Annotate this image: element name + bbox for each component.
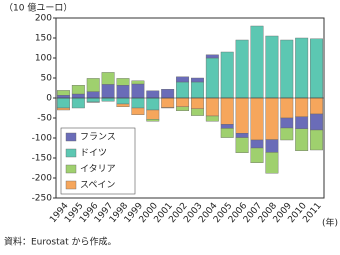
y-tick-label: 100 [35,54,52,64]
bar [221,128,234,137]
bar [161,98,174,108]
bar [295,117,308,129]
bar [236,40,249,98]
y-tick-label: -200 [32,174,53,184]
legend-label: ドイツ [80,149,107,159]
bar [281,98,294,118]
legend-label: フランス [80,132,116,143]
bar [117,104,130,107]
y-tick-label: 200 [35,14,52,24]
bar [191,98,204,109]
bar [295,98,308,117]
bar [147,98,160,110]
legend-swatch [66,133,76,141]
bar [117,98,130,104]
bar [206,98,219,116]
bar [57,98,70,108]
bar [57,90,70,95]
bar [176,77,189,82]
bar [191,78,204,82]
legend-swatch [66,149,76,157]
bar [57,95,70,98]
bar [295,129,308,151]
bar [87,92,100,98]
y-axis-label: （10 億ユーロ） [4,2,72,14]
bar [132,81,145,84]
bar [161,89,174,98]
bar [132,98,145,108]
bar [221,98,234,124]
legend-swatch [66,165,76,173]
bar [266,152,279,173]
bar [236,138,249,153]
bar [251,98,264,140]
bar [147,91,160,98]
bar [176,98,189,107]
bar [147,119,160,121]
bar [281,118,294,128]
legend-label: スペイン [80,181,115,191]
y-tick-label: 150 [35,34,52,44]
bar [310,98,323,114]
bar [206,55,219,58]
bar [87,98,100,102]
bar [191,109,204,116]
bar [132,84,145,98]
bar [176,107,189,111]
y-tick-label: -50 [37,114,52,124]
bar [72,85,85,94]
bar [251,140,264,148]
bar [176,82,189,98]
y-tick-label: 0 [46,94,52,104]
bar [102,98,115,101]
bar [266,140,279,153]
bar [221,124,234,128]
bar [251,26,264,98]
bar [147,110,160,119]
bar [266,36,279,98]
bar [72,98,85,108]
x-axis-label: (年) [322,217,338,229]
bar [281,40,294,98]
bar [251,148,264,163]
bar [295,38,308,98]
bar [236,133,249,137]
bar [132,108,145,115]
bar [206,116,219,121]
bar [310,130,323,150]
bar [310,114,323,130]
y-tick-label: 50 [41,74,53,84]
bar [310,39,323,98]
bar [117,78,130,85]
legend-swatch [66,181,76,189]
y-tick-label: -250 [32,194,53,204]
bar [206,58,219,98]
y-tick-label: -100 [32,134,53,144]
bar [191,82,204,98]
legend-label: イタリア [80,164,116,175]
source: 資料：Eurostat から作成。 [4,236,117,248]
bar [102,72,115,84]
bar [236,98,249,133]
bar [266,98,279,140]
bar [117,85,130,98]
bar [72,94,85,98]
bar [102,84,115,97]
bar [57,108,70,110]
bar [281,128,294,140]
y-tick-label: -150 [32,154,53,164]
bar [221,52,234,98]
bar [87,78,100,91]
